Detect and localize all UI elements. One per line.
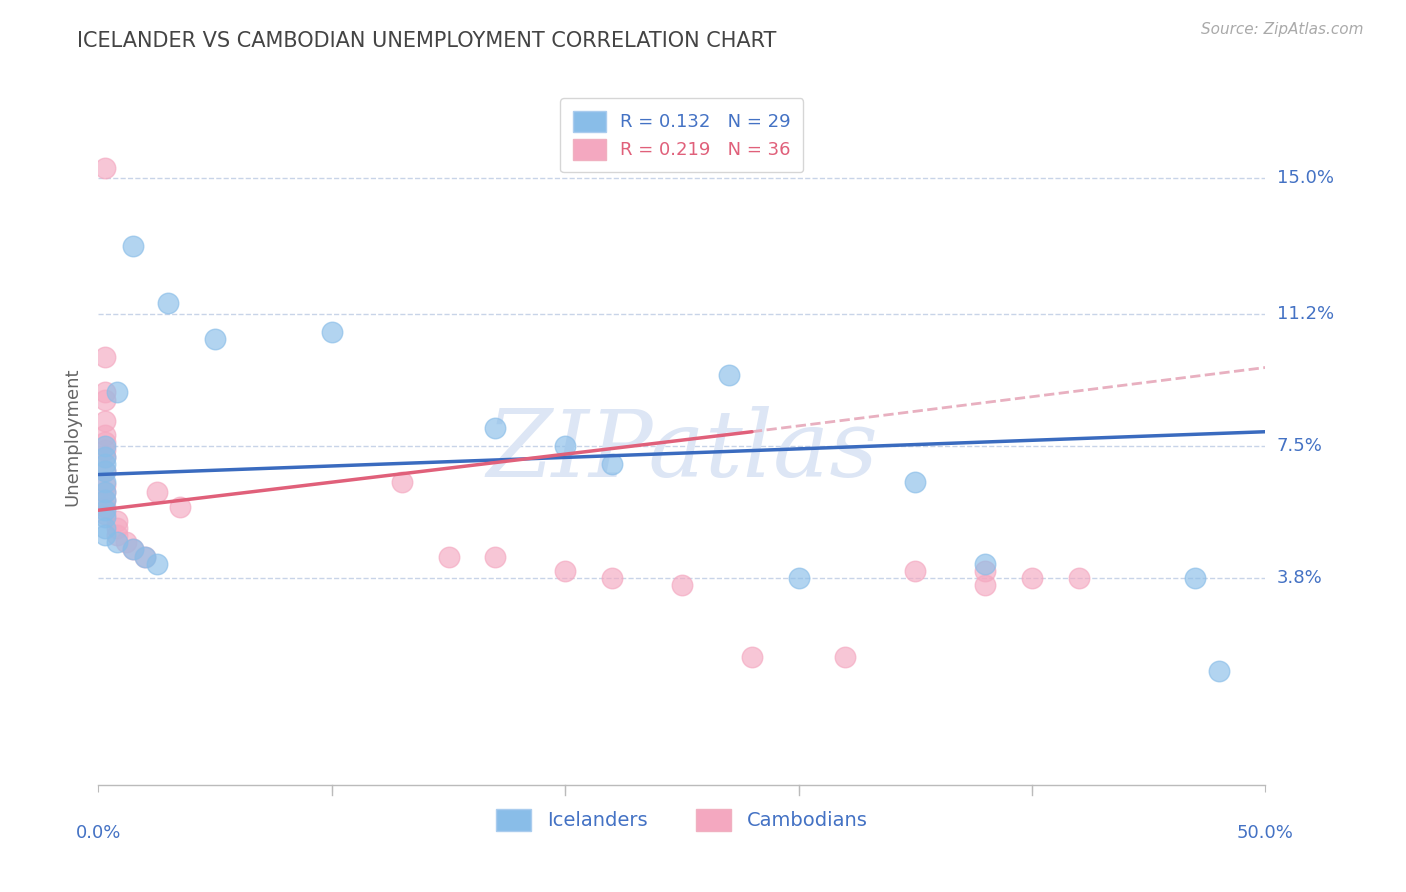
Point: [134, 549, 156, 564]
Point: [94, 414, 117, 428]
Point: [671, 578, 693, 592]
Point: [554, 564, 576, 578]
Text: Source: ZipAtlas.com: Source: ZipAtlas.com: [1201, 22, 1364, 37]
Point: [122, 542, 145, 557]
Text: ZIPatlas: ZIPatlas: [486, 406, 877, 496]
Point: [122, 239, 145, 253]
Point: [105, 535, 128, 549]
Point: [974, 557, 997, 571]
Point: [204, 332, 226, 346]
Point: [146, 485, 169, 500]
Point: [554, 439, 576, 453]
Point: [600, 457, 623, 471]
Point: [94, 464, 117, 478]
Legend: Icelanders, Cambodians: Icelanders, Cambodians: [482, 795, 882, 845]
Point: [94, 435, 117, 450]
Point: [94, 457, 117, 471]
Point: [600, 571, 623, 585]
Point: [122, 542, 145, 557]
Text: 50.0%: 50.0%: [1237, 824, 1294, 842]
Point: [1208, 664, 1230, 678]
Text: 0.0%: 0.0%: [76, 824, 121, 842]
Point: [904, 475, 927, 489]
Text: 15.0%: 15.0%: [1277, 169, 1333, 187]
Point: [741, 649, 763, 664]
Point: [974, 564, 997, 578]
Point: [105, 514, 128, 528]
Point: [94, 521, 117, 535]
Point: [94, 161, 117, 175]
Point: [94, 485, 117, 500]
Text: 3.8%: 3.8%: [1277, 569, 1322, 587]
Point: [484, 549, 506, 564]
Text: 7.5%: 7.5%: [1277, 437, 1323, 455]
Point: [105, 528, 128, 542]
Point: [94, 500, 117, 514]
Point: [146, 557, 169, 571]
Point: [94, 428, 117, 442]
Point: [94, 385, 117, 400]
Point: [94, 350, 117, 364]
Point: [94, 439, 117, 453]
Point: [391, 475, 413, 489]
Point: [115, 535, 138, 549]
Point: [94, 442, 117, 457]
Point: [1184, 571, 1206, 585]
Point: [105, 385, 128, 400]
Point: [94, 507, 117, 521]
Point: [94, 392, 117, 407]
Point: [94, 510, 117, 524]
Point: [157, 296, 180, 310]
Y-axis label: Unemployment: Unemployment: [63, 368, 82, 507]
Point: [169, 500, 191, 514]
Text: ICELANDER VS CAMBODIAN UNEMPLOYMENT CORRELATION CHART: ICELANDER VS CAMBODIAN UNEMPLOYMENT CORR…: [77, 31, 776, 51]
Point: [134, 549, 156, 564]
Point: [94, 464, 117, 478]
Point: [974, 578, 997, 592]
Point: [105, 521, 128, 535]
Point: [437, 549, 460, 564]
Point: [904, 564, 927, 578]
Point: [94, 450, 117, 464]
Point: [834, 649, 856, 664]
Point: [787, 571, 810, 585]
Point: [94, 528, 117, 542]
Point: [94, 450, 117, 464]
Point: [1021, 571, 1043, 585]
Point: [94, 492, 117, 507]
Point: [94, 485, 117, 500]
Point: [94, 503, 117, 517]
Text: 11.2%: 11.2%: [1277, 305, 1334, 323]
Point: [94, 475, 117, 489]
Point: [321, 325, 343, 339]
Point: [717, 368, 740, 382]
Point: [484, 421, 506, 435]
Point: [94, 478, 117, 492]
Point: [94, 492, 117, 507]
Point: [1067, 571, 1090, 585]
